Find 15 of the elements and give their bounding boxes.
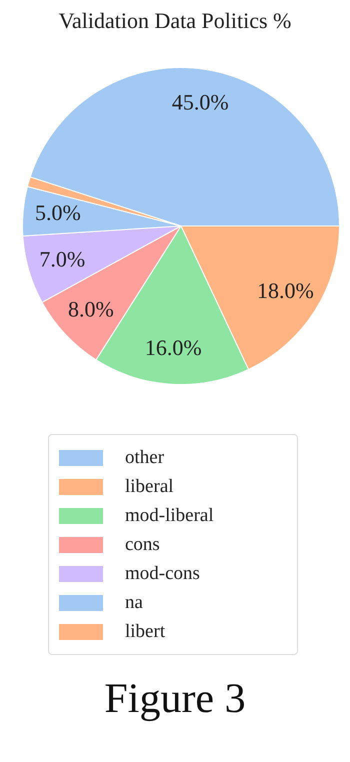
data-label: 8.0% (68, 296, 114, 322)
data-label: 18.0% (256, 278, 314, 304)
data-label: 16.0% (144, 335, 202, 360)
data-label: 45.0% (172, 90, 229, 115)
legend-label: liberal (125, 476, 174, 498)
legend-label: na (125, 592, 143, 614)
caption: Figure 3 (103, 675, 247, 723)
legend-label: mod-liberal (125, 504, 214, 526)
legend-label: libert (125, 620, 166, 642)
data-label: 7.0% (39, 246, 86, 272)
legend-label: mod-cons (125, 562, 200, 584)
data-label: 5.0% (35, 200, 81, 226)
chart-title: Validation Data Politics % (58, 8, 292, 35)
legend-label: cons (125, 534, 160, 556)
legend-label: other (125, 446, 164, 468)
